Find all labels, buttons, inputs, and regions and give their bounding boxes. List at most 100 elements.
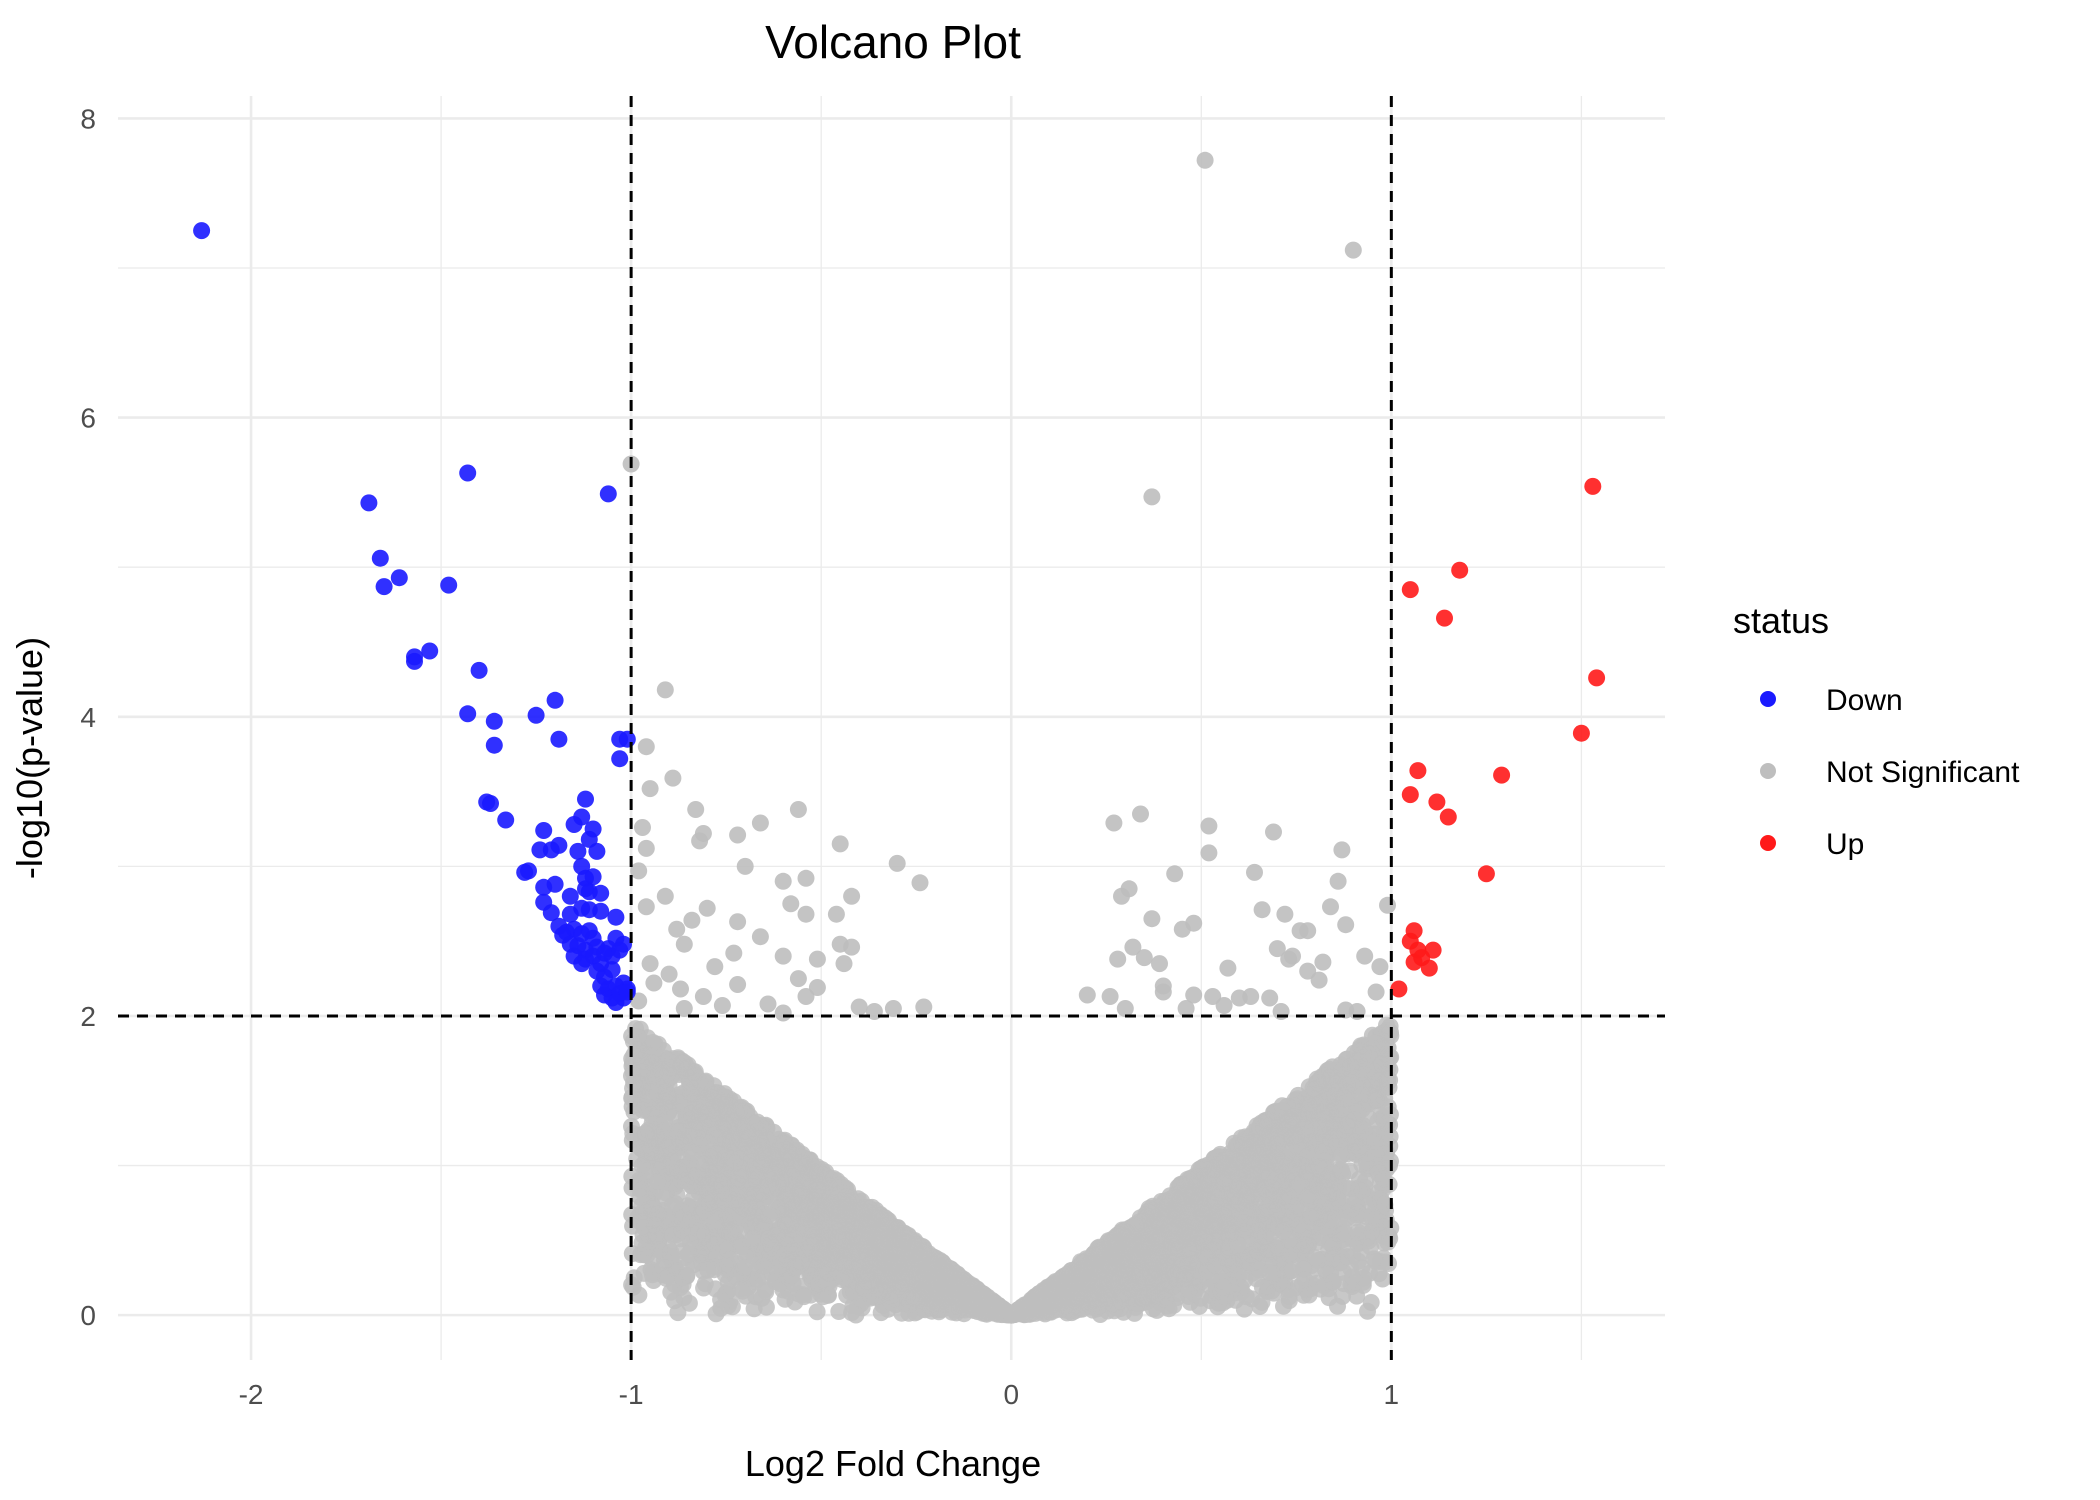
point-not-significant bbox=[678, 1211, 696, 1229]
point-not-significant bbox=[721, 1250, 739, 1268]
point-not-significant bbox=[759, 1230, 777, 1248]
point-not-significant bbox=[1334, 1287, 1352, 1305]
point-not-significant bbox=[769, 1157, 787, 1175]
point-not-significant bbox=[901, 1296, 919, 1313]
point-not-significant bbox=[767, 1273, 785, 1291]
point-not-significant bbox=[855, 1279, 873, 1297]
point-not-significant bbox=[1296, 1271, 1314, 1289]
point-not-significant bbox=[1163, 1225, 1180, 1243]
point-not-significant bbox=[1329, 1190, 1347, 1208]
point-not-significant bbox=[753, 1289, 771, 1307]
point-not-significant bbox=[716, 1236, 733, 1254]
point-not-significant bbox=[666, 1130, 684, 1148]
point-not-significant bbox=[925, 1289, 943, 1307]
point-not-significant bbox=[800, 1261, 818, 1279]
point-not-significant bbox=[1137, 1232, 1155, 1250]
point-not-significant bbox=[667, 1058, 685, 1076]
point-not-significant bbox=[776, 1290, 794, 1308]
point-not-significant bbox=[677, 1107, 695, 1124]
point-not-significant bbox=[1128, 1295, 1146, 1312]
point-not-significant bbox=[735, 1259, 753, 1276]
point-not-significant bbox=[644, 1034, 662, 1051]
point-not-significant bbox=[939, 1268, 957, 1286]
point-not-significant bbox=[845, 1218, 863, 1236]
point-not-significant bbox=[1144, 1216, 1162, 1234]
point-not-significant bbox=[783, 1193, 801, 1211]
point-not-significant bbox=[792, 1154, 809, 1172]
point-not-significant bbox=[734, 1238, 751, 1256]
point-not-significant bbox=[819, 1286, 837, 1304]
point-not-significant bbox=[639, 1226, 657, 1244]
point-not-significant bbox=[692, 1177, 710, 1195]
point-not-significant bbox=[1260, 1263, 1278, 1281]
point-not-significant bbox=[1321, 1203, 1339, 1221]
point-not-significant bbox=[1273, 1192, 1291, 1210]
point-not-significant bbox=[1370, 1265, 1388, 1283]
point-not-significant bbox=[1309, 1252, 1327, 1269]
point-not-significant bbox=[1222, 1172, 1240, 1190]
point-not-significant bbox=[1176, 1188, 1194, 1205]
point-not-significant bbox=[1310, 1158, 1328, 1176]
point-not-significant bbox=[649, 1173, 667, 1190]
point-not-significant bbox=[1161, 1193, 1179, 1211]
point-not-significant bbox=[1165, 1243, 1183, 1261]
point-not-significant bbox=[1335, 1090, 1353, 1108]
point-not-significant bbox=[1369, 1164, 1387, 1182]
point-not-significant bbox=[1327, 1121, 1345, 1139]
point-not-significant bbox=[821, 1189, 838, 1207]
point-not-significant bbox=[746, 1115, 764, 1133]
point-not-significant bbox=[1101, 1264, 1119, 1282]
point-not-significant bbox=[1137, 1273, 1155, 1290]
point-not-significant bbox=[778, 1251, 796, 1269]
point-not-significant bbox=[843, 1201, 860, 1219]
point-not-significant bbox=[700, 1160, 718, 1178]
point-not-significant bbox=[1349, 1223, 1367, 1241]
point-not-significant bbox=[639, 1061, 657, 1079]
point-not-significant bbox=[730, 1208, 748, 1226]
point-not-significant bbox=[1347, 1193, 1365, 1211]
point-not-significant bbox=[623, 1089, 641, 1107]
point-not-significant bbox=[652, 1158, 670, 1176]
point-not-significant bbox=[1379, 1233, 1397, 1251]
point-not-significant bbox=[1221, 1160, 1238, 1178]
point-not-significant bbox=[657, 1269, 675, 1287]
point-not-significant bbox=[663, 1197, 681, 1215]
point-not-significant bbox=[638, 1201, 656, 1219]
point-not-significant bbox=[1357, 1172, 1374, 1190]
point-not-significant bbox=[725, 1155, 743, 1172]
point-not-significant bbox=[1261, 1167, 1279, 1185]
point-not-significant bbox=[1250, 1222, 1268, 1240]
point-not-significant bbox=[788, 1141, 806, 1159]
point-not-significant bbox=[651, 1099, 669, 1117]
point-not-significant bbox=[732, 1280, 749, 1298]
point-not-significant bbox=[1321, 1234, 1339, 1252]
point-not-significant bbox=[733, 1178, 751, 1196]
point-not-significant bbox=[734, 1103, 752, 1121]
point-not-significant bbox=[772, 1135, 790, 1153]
point-not-significant bbox=[783, 1267, 801, 1285]
point-not-significant bbox=[1263, 1242, 1281, 1260]
point-not-significant bbox=[795, 1288, 813, 1306]
point-not-significant bbox=[1299, 1095, 1317, 1113]
point-not-significant bbox=[856, 1252, 874, 1270]
point-not-significant bbox=[891, 1266, 909, 1284]
point-not-significant bbox=[1074, 1254, 1092, 1272]
point-not-significant bbox=[1251, 1118, 1269, 1136]
point-not-significant bbox=[842, 1243, 860, 1261]
point-not-significant bbox=[1181, 1217, 1199, 1235]
point-not-significant bbox=[847, 1306, 865, 1324]
point-not-significant bbox=[1309, 1141, 1327, 1159]
point-not-significant bbox=[657, 1211, 675, 1229]
point-not-significant bbox=[644, 1047, 662, 1065]
point-not-significant bbox=[1344, 1268, 1361, 1286]
point-not-significant bbox=[1364, 1149, 1382, 1167]
point-not-significant bbox=[827, 1244, 845, 1262]
point-not-significant bbox=[1169, 1206, 1187, 1224]
point-not-significant bbox=[1242, 1246, 1260, 1264]
point-not-significant bbox=[909, 1271, 927, 1289]
point-not-significant bbox=[630, 1286, 648, 1304]
point-not-significant bbox=[674, 1159, 692, 1177]
point-not-significant bbox=[647, 1126, 665, 1144]
point-not-significant bbox=[1339, 1145, 1357, 1163]
